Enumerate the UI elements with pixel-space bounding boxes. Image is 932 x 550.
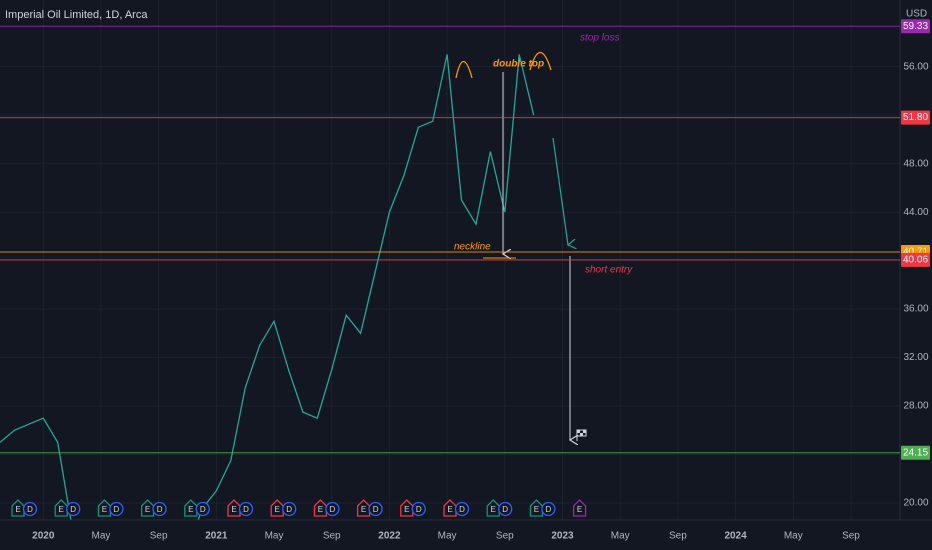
event-icon (238, 501, 254, 517)
annotation: stop loss (580, 33, 619, 44)
event-icon (486, 499, 500, 517)
event-icon (541, 501, 556, 517)
price-tag-label: 59.33 (903, 21, 928, 32)
currency-label: USD (906, 9, 927, 20)
event-icon (454, 501, 470, 517)
top-arc (455, 60, 473, 79)
price-tag (901, 445, 930, 460)
event-label: E (275, 505, 280, 514)
x-tick-label: May (92, 531, 111, 542)
event-icon (227, 499, 241, 517)
event-label: D (373, 505, 379, 514)
x-tick-label: 2023 (551, 531, 574, 542)
event-icon (529, 499, 544, 517)
price-tag-label: 40.06 (903, 255, 928, 266)
y-tick-label: 44.00 (903, 207, 928, 218)
x-tick-label: Sep (150, 531, 168, 542)
event-label: E (59, 505, 64, 514)
event-label: D (330, 505, 336, 514)
x-tick-label: Sep (496, 531, 514, 542)
event-label: E (577, 505, 582, 514)
x-tick-label: Sep (669, 531, 687, 542)
event-icon (195, 501, 210, 517)
price-tag-label: 24.15 (903, 447, 928, 458)
event-label: E (15, 505, 20, 514)
event-label: E (491, 505, 496, 514)
x-tick-label: May (265, 531, 284, 542)
price-tag-label: 51.80 (903, 112, 928, 123)
y-tick-label: 32.00 (903, 352, 928, 363)
event-icon (66, 501, 81, 517)
event-label: D (459, 505, 465, 514)
event-label: E (231, 505, 236, 514)
event-label: D (243, 505, 249, 514)
event-icon (140, 499, 155, 517)
event-icon (97, 499, 112, 517)
arrow (552, 137, 568, 245)
x-tick-label: Sep (323, 531, 341, 542)
event-label: D (200, 505, 206, 514)
x-tick-label: May (611, 531, 630, 542)
x-tick-label: 2021 (205, 531, 228, 542)
chart-title: Imperial Oil Limited, 1D, Arca (5, 9, 148, 21)
event-icon (11, 499, 25, 517)
event-icon (572, 499, 587, 517)
price-tag (901, 252, 930, 267)
x-tick-label: 2024 (724, 531, 747, 542)
event-label: D (27, 505, 33, 514)
event-label: E (447, 505, 452, 514)
flag-icon (576, 429, 587, 441)
y-tick-label: 36.00 (903, 304, 928, 315)
event-icon (22, 501, 38, 517)
event-icon (54, 499, 68, 517)
price-line (0, 54, 535, 520)
event-icon (313, 499, 328, 517)
event-label: E (404, 505, 409, 514)
event-icon (152, 501, 167, 517)
annotation: short entry (585, 265, 633, 276)
event-icon (109, 501, 124, 517)
event-label: E (318, 505, 323, 514)
event-icon (356, 499, 371, 517)
event-label: D (157, 505, 163, 514)
x-tick-label: 2020 (32, 531, 55, 542)
event-label: E (145, 505, 150, 514)
event-icon (325, 501, 340, 517)
event-label: D (546, 505, 552, 514)
event-icon (270, 499, 284, 517)
event-label: D (416, 505, 422, 514)
event-label: E (188, 505, 193, 514)
y-tick-label: 48.00 (903, 158, 928, 169)
x-tick-label: 2022 (378, 531, 401, 542)
event-icon (368, 501, 383, 517)
x-tick-label: May (784, 531, 803, 542)
event-icon (498, 501, 513, 517)
event-icon (282, 501, 297, 517)
event-label: E (534, 505, 539, 514)
annotation: neckline (454, 242, 491, 253)
y-tick-label: 56.00 (903, 61, 928, 72)
x-tick-label: May (438, 531, 457, 542)
x-tick-label: Sep (842, 531, 860, 542)
event-label: E (102, 505, 107, 514)
top-arc (529, 51, 552, 71)
event-icon (443, 499, 457, 517)
event-label: D (114, 505, 120, 514)
event-icon (400, 499, 414, 517)
event-label: E (361, 505, 366, 514)
price-tag (901, 19, 930, 34)
y-tick-label: 20.00 (903, 498, 928, 509)
price-tag-label: 40.71 (903, 247, 928, 258)
price-tag (901, 110, 930, 125)
annotation: double top (493, 59, 544, 70)
event-icon (411, 501, 426, 517)
event-label: D (502, 505, 508, 514)
y-tick-label: 28.00 (903, 401, 928, 412)
event-label: D (70, 505, 76, 514)
plot (0, 54, 535, 520)
event-icon (184, 499, 198, 517)
event-label: D (286, 505, 292, 514)
